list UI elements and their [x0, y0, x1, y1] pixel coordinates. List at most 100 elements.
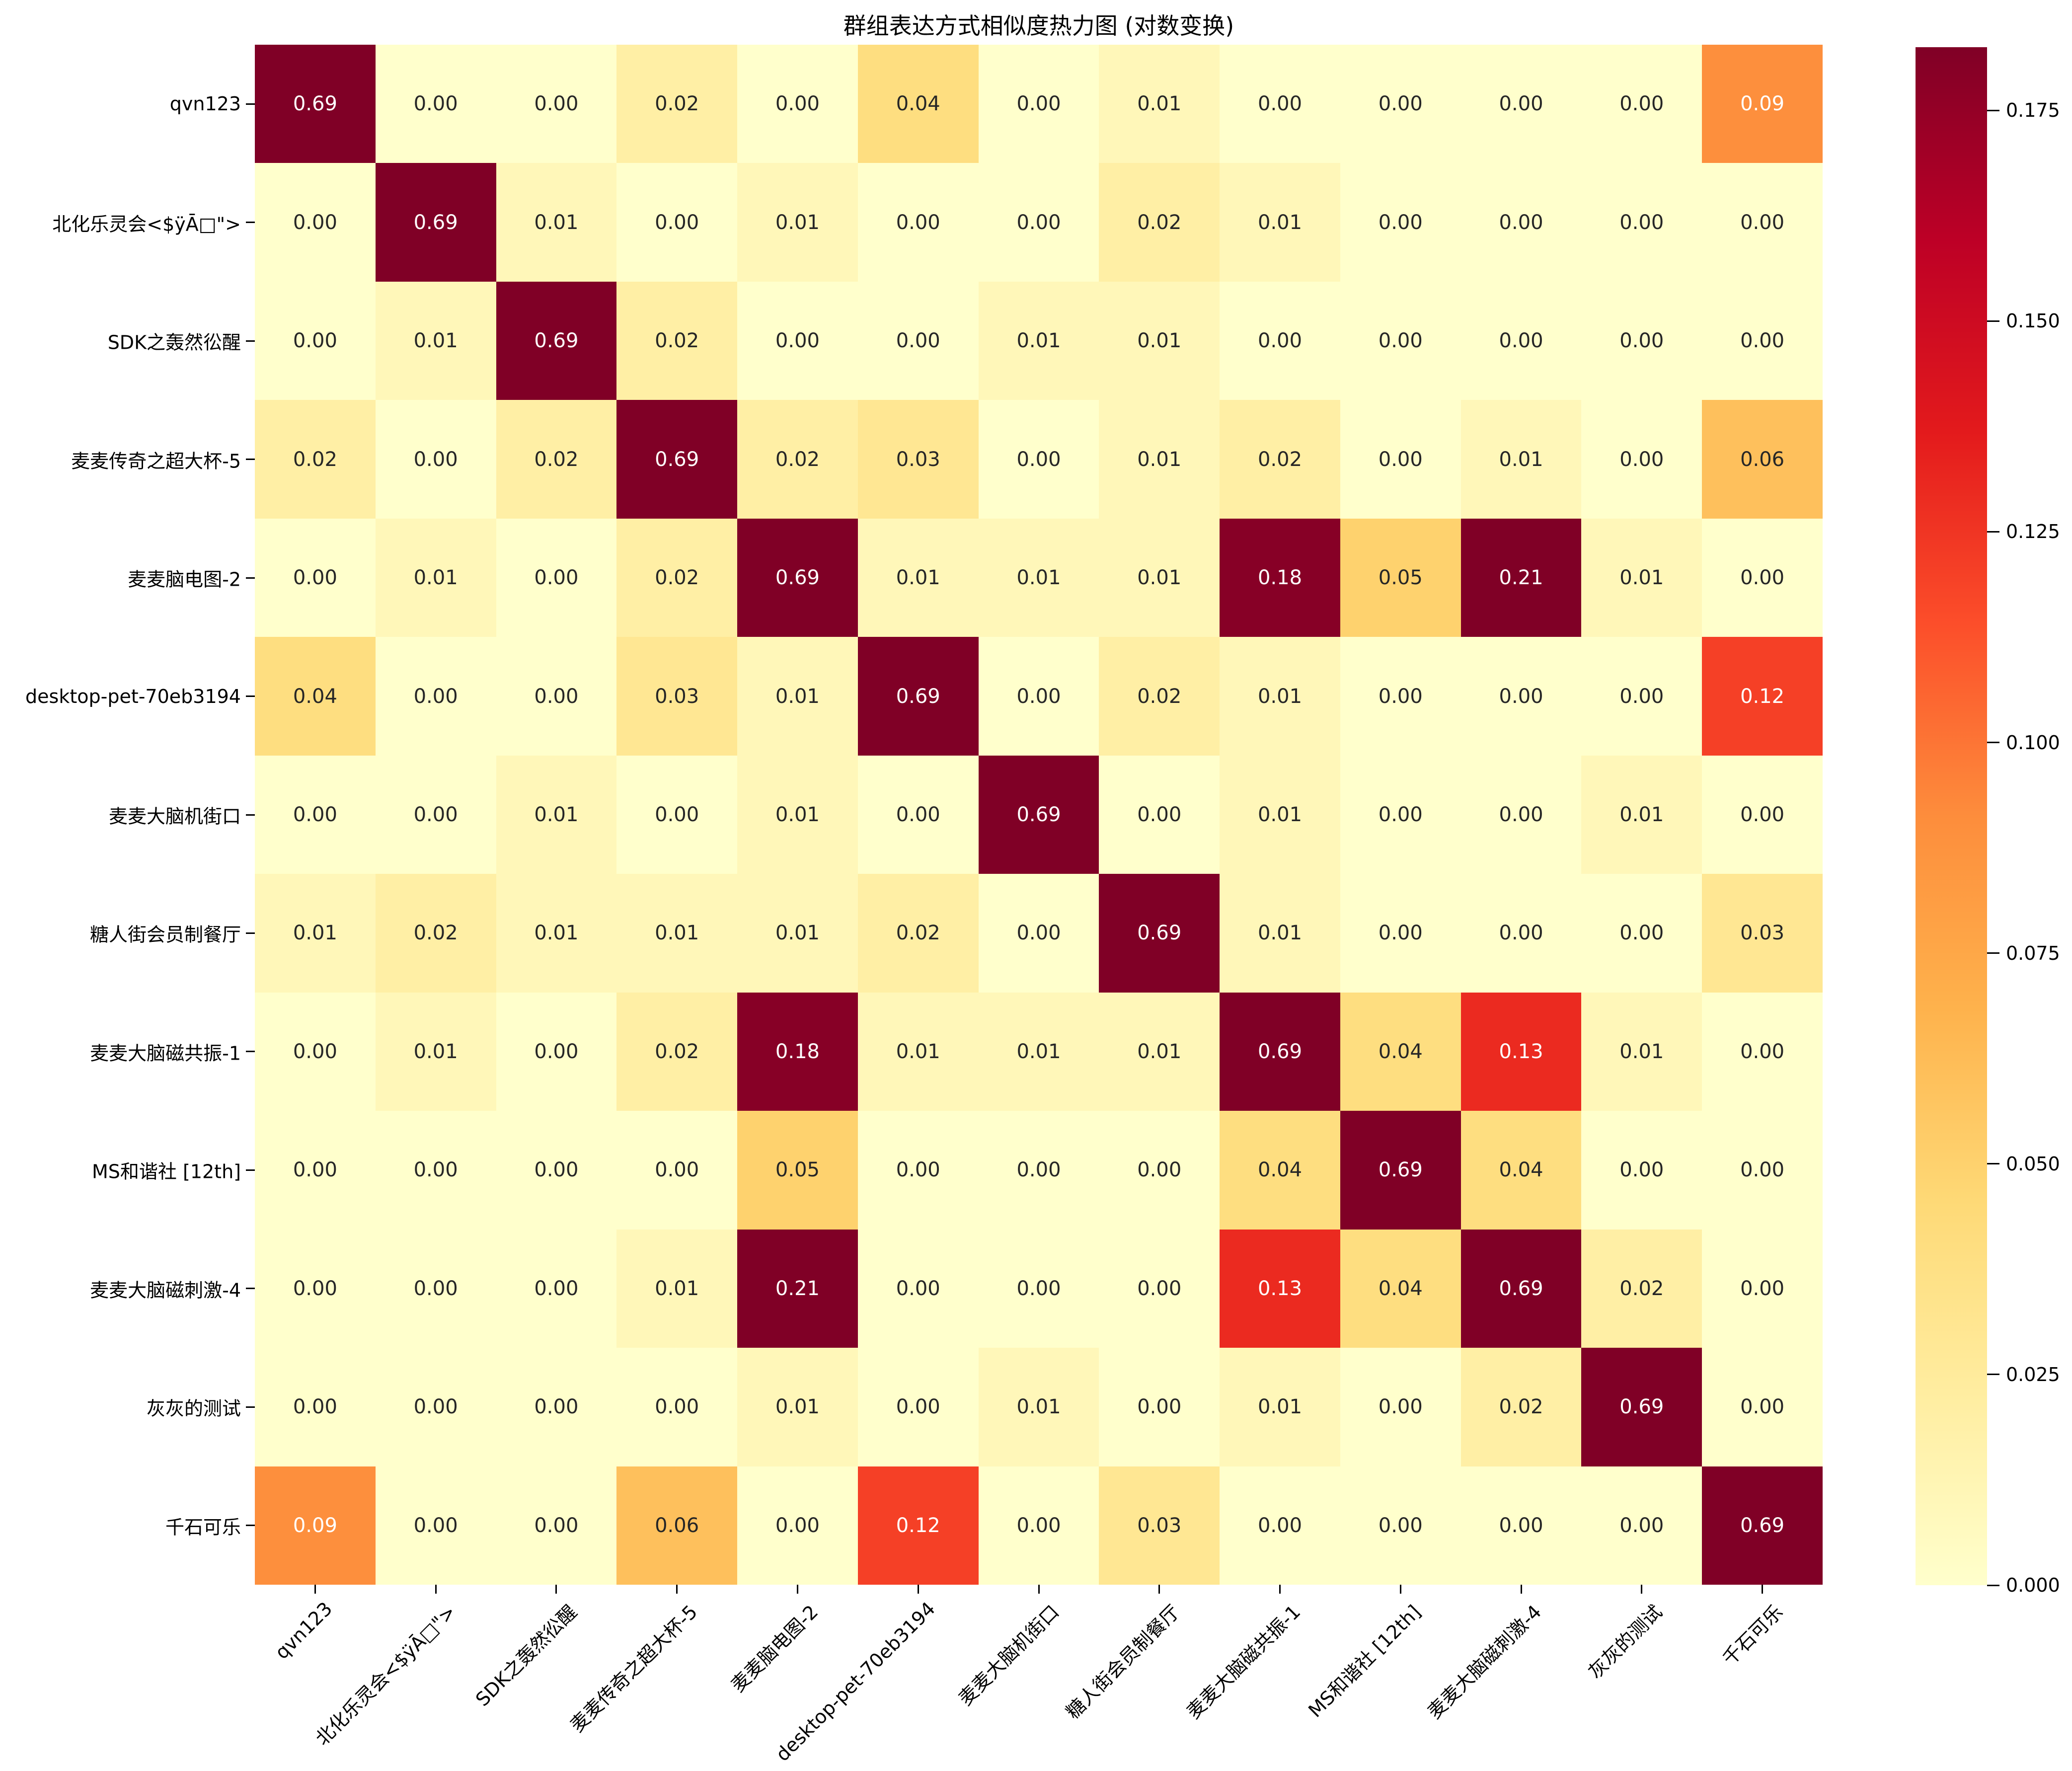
y-axis-tick	[246, 1525, 255, 1527]
heatmap-cell: 0.02	[1220, 400, 1340, 519]
heatmap-cell: 0.02	[857, 874, 979, 993]
y-axis-tick	[246, 222, 255, 224]
heatmap-cell: 0.02	[255, 400, 376, 519]
colorbar-tick-label: 0.050	[2006, 1153, 2060, 1175]
heatmap-cell: 0.01	[616, 1229, 738, 1348]
heatmap-cell: 0.69	[737, 518, 858, 637]
heatmap-cell: 0.00	[1702, 163, 1823, 282]
x-axis-tick	[314, 1585, 316, 1594]
heatmap-cell: 0.04	[1340, 992, 1461, 1111]
heatmap-cell: 0.04	[1340, 1229, 1461, 1348]
heatmap-cell: 0.18	[737, 992, 858, 1111]
heatmap-cell: 0.01	[1099, 992, 1220, 1111]
heatmap-cell: 0.00	[375, 400, 496, 519]
heatmap-grid: 0.69 0.00 0.00 0.02 0.00 0.04 0.00 0.01 0.00 0.00…	[255, 45, 1823, 1585]
heatmap-cell: 0.69	[375, 163, 496, 282]
heatmap-cell: 0.00	[857, 755, 979, 874]
heatmap-cell: 0.00	[1460, 1466, 1582, 1585]
heatmap-cell: 0.02	[616, 992, 738, 1111]
heatmap-cell: 0.01	[1460, 400, 1582, 519]
heatmap-cell: 0.00	[1581, 163, 1702, 282]
heatmap-cell: 0.01	[1220, 1348, 1340, 1466]
heatmap-cell: 0.69	[1702, 1466, 1823, 1585]
colorbar-tick	[1987, 742, 1999, 744]
x-axis-label: 北化乐灵会<$ÿĀ□">	[311, 1601, 460, 1750]
colorbar-tick	[1987, 952, 1999, 954]
y-axis-label: 麦麦大脑磁刺激-4	[90, 1279, 241, 1302]
heatmap-cell: 0.09	[1702, 45, 1823, 163]
y-axis-label: 麦麦大脑机街口	[108, 805, 241, 828]
heatmap-cell: 0.01	[375, 518, 496, 637]
heatmap-cell: 0.69	[857, 637, 979, 756]
heatmap-cell: 0.00	[737, 1466, 858, 1585]
heatmap-cell: 0.02	[496, 400, 617, 519]
heatmap-cell: 0.69	[496, 281, 617, 400]
heatmap-cell: 0.00	[1702, 1111, 1823, 1230]
heatmap-cell: 0.00	[1581, 637, 1702, 756]
heatmap-cell: 0.01	[978, 518, 1099, 637]
heatmap-cell: 0.01	[737, 1348, 858, 1466]
heatmap-cell: 0.05	[1340, 518, 1461, 637]
heatmap-cell: 0.04	[1460, 1111, 1582, 1230]
heatmap-cell: 0.00	[496, 1466, 617, 1585]
heatmap-cell: 0.13	[1220, 1229, 1340, 1348]
heatmap-cell: 0.01	[857, 992, 979, 1111]
heatmap-cell: 0.00	[978, 1466, 1099, 1585]
heatmap-cell: 0.00	[496, 1229, 617, 1348]
heatmap-cell: 0.00	[616, 1348, 738, 1466]
heatmap-cell: 0.01	[496, 163, 617, 282]
y-axis-label: SDK之轰然彸醒	[107, 331, 241, 354]
heatmap-cell: 0.00	[255, 1111, 376, 1230]
heatmap-cell: 0.12	[857, 1466, 979, 1585]
heatmap-cell: 0.01	[978, 992, 1099, 1111]
x-axis-label: 麦麦脑电图-2	[726, 1601, 822, 1696]
heatmap-cell: 0.00	[616, 755, 738, 874]
heatmap-cell: 0.00	[1581, 281, 1702, 400]
heatmap-cell: 0.01	[375, 992, 496, 1111]
x-axis-label: 千石可乐	[1718, 1601, 1787, 1670]
heatmap-cell: 0.00	[375, 1111, 496, 1230]
heatmap-cell: 0.69	[1220, 992, 1340, 1111]
heatmap-cell: 0.69	[978, 755, 1099, 874]
heatmap-cell: 0.00	[375, 1348, 496, 1466]
y-axis-label: 麦麦脑电图-2	[128, 568, 241, 591]
heatmap-cell: 0.00	[1702, 992, 1823, 1111]
y-axis-label: desktop-pet-70eb3194	[25, 685, 241, 707]
heatmap-cell: 0.00	[1099, 1348, 1220, 1466]
heatmap-cell: 0.01	[737, 637, 858, 756]
heatmap-cell: 0.02	[1581, 1229, 1702, 1348]
heatmap-cell: 0.01	[1581, 992, 1702, 1111]
x-axis-tick	[1399, 1585, 1401, 1594]
x-axis-tick	[676, 1585, 678, 1594]
heatmap-cell: 0.00	[255, 992, 376, 1111]
heatmap-cell: 0.02	[616, 45, 738, 163]
heatmap-cell: 0.01	[978, 1348, 1099, 1466]
heatmap-cell: 0.01	[1099, 45, 1220, 163]
heatmap-cell: 0.01	[1220, 637, 1340, 756]
heatmap-cell: 0.04	[255, 637, 376, 756]
chart-title: 群组表达方式相似度热力图 (对数变换)	[843, 12, 1234, 39]
y-axis-tick	[246, 1169, 255, 1171]
heatmap-cell: 0.00	[496, 992, 617, 1111]
heatmap-cell: 0.05	[737, 1111, 858, 1230]
heatmap-cell: 0.02	[1099, 637, 1220, 756]
heatmap-cell: 0.69	[1099, 874, 1220, 993]
x-axis-label: qvn123	[271, 1598, 337, 1664]
heatmap-cell: 0.00	[375, 637, 496, 756]
y-axis-tick	[246, 459, 255, 461]
heatmap-cell: 0.00	[616, 163, 738, 282]
heatmap-cell: 0.01	[1220, 163, 1340, 282]
heatmap-cell: 0.00	[737, 281, 858, 400]
heatmap-cell: 0.02	[616, 518, 738, 637]
y-axis-tick	[246, 932, 255, 934]
heatmap-cell: 0.01	[978, 281, 1099, 400]
x-axis-label: SDK之轰然彸醒	[471, 1601, 581, 1711]
heatmap-cell: 0.01	[375, 281, 496, 400]
heatmap-cell: 0.09	[255, 1466, 376, 1585]
heatmap-cell: 0.01	[496, 755, 617, 874]
heatmap-cell: 0.01	[496, 874, 617, 993]
colorbar-tick-label: 0.075	[2006, 942, 2060, 964]
heatmap-cell: 0.00	[978, 400, 1099, 519]
x-axis-label: 糖人街会员制餐厅	[1062, 1601, 1184, 1723]
